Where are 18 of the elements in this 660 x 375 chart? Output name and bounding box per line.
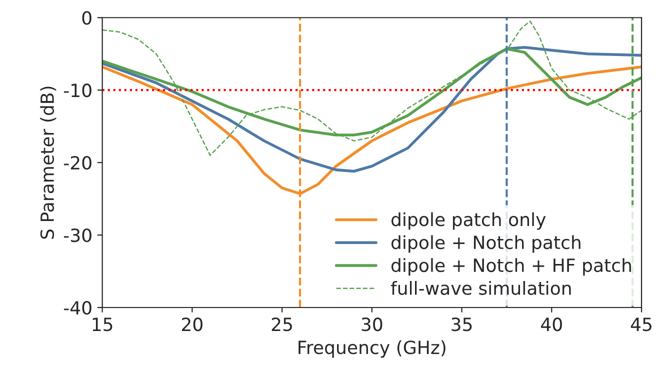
y-axis-title: S Parameter (dB) xyxy=(40,86,56,239)
y-tick-label: -10 xyxy=(64,84,92,98)
legend-label: dipole + Notch + HF patch xyxy=(391,258,631,276)
y-tick-label: -20 xyxy=(64,156,92,170)
x-tick-label: 35 xyxy=(452,318,472,332)
y-tick-label: -40 xyxy=(64,300,92,315)
y-tick-label: -30 xyxy=(64,228,92,242)
x-axis-title: Frequency (GHz) xyxy=(298,340,446,358)
x-tick-label: 45 xyxy=(630,318,652,332)
x-tick-label: 20 xyxy=(182,318,202,332)
legend-label: full-wave simulation xyxy=(390,281,571,295)
x-tick-label: 30 xyxy=(362,318,382,332)
y-tick-label: 0 xyxy=(82,11,92,25)
legend-label: dipole patch only xyxy=(391,212,546,230)
x-tick-label: 15 xyxy=(92,318,112,332)
legend-label: dipole + Notch patch xyxy=(391,235,580,253)
x-tick-label: 25 xyxy=(272,318,292,332)
x-tick-label: 40 xyxy=(541,318,562,332)
